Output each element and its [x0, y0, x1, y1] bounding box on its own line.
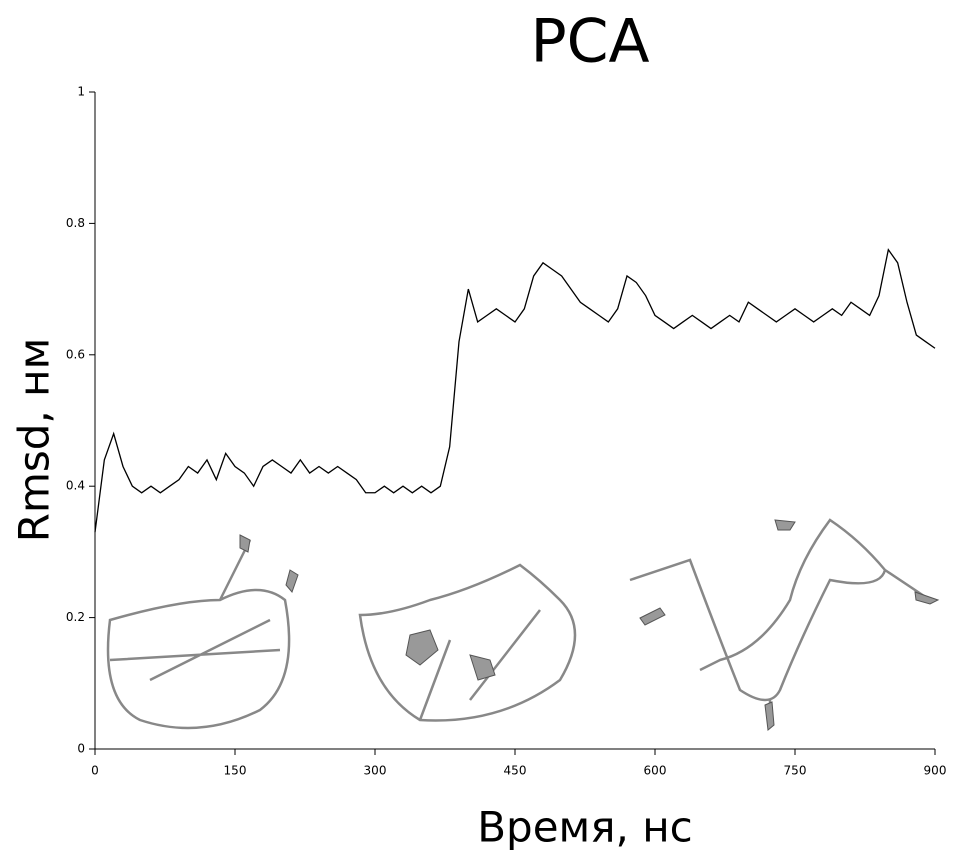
y-tick-label: 0.6 [66, 347, 85, 361]
y-tick-label: 0 [77, 742, 85, 756]
base [774, 519, 796, 531]
y-tick-label: 0.8 [66, 216, 85, 230]
y-axis-label: Rmsd, нм [10, 338, 59, 542]
base [764, 701, 775, 731]
x-tick-label: 300 [364, 764, 387, 778]
molecule-illustrations [106, 518, 931, 730]
base [469, 654, 496, 681]
x-tick-label: 150 [224, 764, 247, 778]
base [639, 607, 666, 626]
y-tick-label: 0.4 [66, 479, 85, 493]
base [914, 591, 940, 605]
chart-title: PCA [530, 7, 649, 77]
x-axis-label: Время, нс [477, 803, 693, 851]
x-tick-label: 600 [644, 764, 667, 778]
molecule-2 [358, 563, 577, 722]
base [285, 569, 299, 593]
y-tick-label: 1 [77, 85, 85, 99]
y-tick-label: 0.2 [66, 610, 85, 624]
molecule-bases [239, 519, 940, 731]
x-tick-label: 900 [924, 764, 947, 778]
x-tick-label: 750 [784, 764, 807, 778]
x-tick-label: 0 [91, 764, 99, 778]
x-tick-label: 450 [504, 764, 527, 778]
base [405, 629, 439, 666]
molecule-1 [106, 539, 291, 730]
base [239, 534, 251, 553]
data-line [94, 248, 936, 533]
molecule-3 [629, 518, 931, 720]
